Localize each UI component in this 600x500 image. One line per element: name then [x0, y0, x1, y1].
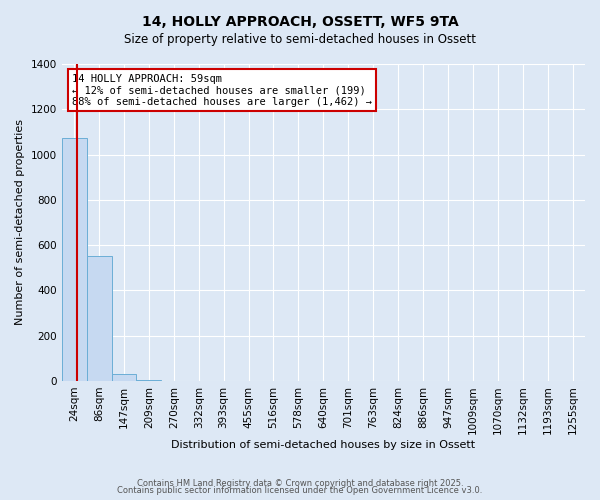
Text: Size of property relative to semi-detached houses in Ossett: Size of property relative to semi-detach…	[124, 32, 476, 46]
Bar	[86, 256, 112, 381]
Text: 14 HOLLY APPROACH: 59sqm
← 12% of semi-detached houses are smaller (199)
88% of : 14 HOLLY APPROACH: 59sqm ← 12% of semi-d…	[72, 74, 372, 106]
Text: Contains HM Land Registry data © Crown copyright and database right 2025.: Contains HM Land Registry data © Crown c…	[137, 478, 463, 488]
Text: 14, HOLLY APPROACH, OSSETT, WF5 9TA: 14, HOLLY APPROACH, OSSETT, WF5 9TA	[142, 15, 458, 29]
Text: Contains public sector information licensed under the Open Government Licence v3: Contains public sector information licen…	[118, 486, 482, 495]
Y-axis label: Number of semi-detached properties: Number of semi-detached properties	[15, 120, 25, 326]
Bar	[62, 138, 86, 381]
X-axis label: Distribution of semi-detached houses by size in Ossett: Distribution of semi-detached houses by …	[171, 440, 475, 450]
Bar	[112, 374, 136, 381]
Bar	[136, 380, 161, 381]
